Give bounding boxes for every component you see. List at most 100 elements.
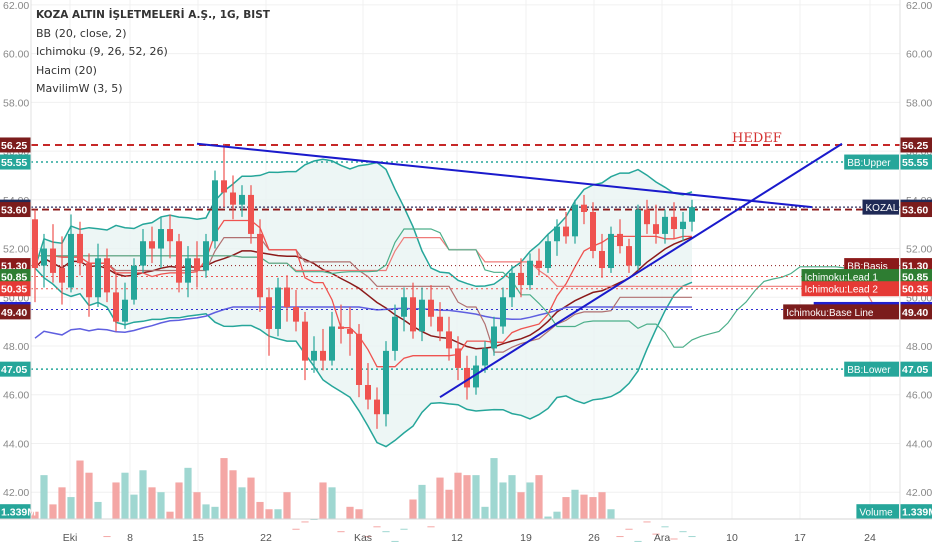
volume-bar	[130, 494, 138, 519]
candle-body	[185, 258, 191, 283]
target-annotation: HEDEF	[732, 131, 782, 146]
volume-bar	[625, 528, 633, 530]
volume-bar	[121, 472, 129, 519]
candle-body	[446, 331, 452, 349]
left-axis-tick: 60.00	[3, 49, 29, 61]
series-tag-bg	[801, 281, 899, 297]
candle-body	[221, 180, 227, 193]
volume-bar	[31, 511, 39, 519]
volume-bar	[40, 475, 48, 519]
right-tag-kijun: 49.40 Ichimoku:Base Line	[783, 304, 932, 320]
left-tag-bg	[0, 304, 31, 320]
volume-bar	[157, 492, 165, 519]
time-axis-tick: 10	[726, 532, 738, 544]
bb-basis-line	[34, 236, 693, 350]
time-axis-tick: 26	[588, 532, 600, 544]
volume-bar	[112, 482, 120, 519]
left-tag-bg	[0, 504, 31, 520]
candle-body	[149, 241, 155, 249]
volume-bar	[355, 509, 363, 519]
candle-body	[50, 248, 56, 273]
candle-body	[239, 194, 245, 205]
indicator-mavilim[interactable]: MavilimW (3, 5)	[36, 82, 123, 95]
candle-body	[509, 272, 515, 298]
candle-body	[563, 226, 569, 237]
volume-bar	[598, 492, 606, 519]
candle-body	[536, 260, 542, 269]
right-tag-bblower: 47.05 BB:Lower	[844, 361, 932, 377]
time-axis-tick: Kas	[354, 532, 372, 544]
price-tag-bg	[900, 504, 932, 520]
volume-bar	[508, 475, 516, 519]
ichimoku-conversion-line	[35, 219, 692, 368]
volume-bar	[256, 501, 264, 519]
series-tag-name: Ichimoku:Lead 2	[805, 285, 879, 296]
price-tag-bg	[900, 269, 932, 285]
indicator-bb[interactable]: BB (20, close, 2)	[36, 26, 127, 40]
volume-bar	[562, 497, 570, 519]
right-axis-tick: 60.00	[906, 49, 932, 61]
right-tag-lead1: 50.85 Ichimoku:Lead 1	[801, 269, 932, 285]
indicator-volume[interactable]: Hacim (20)	[36, 63, 97, 77]
left-axis-tick: 62.00	[3, 0, 29, 12]
candle-body	[167, 229, 173, 242]
volume-bar	[292, 528, 300, 530]
left-tag-kijun: 49.40	[0, 304, 31, 320]
volume-bar	[265, 509, 273, 519]
candle-body	[455, 348, 461, 368]
candle-body	[428, 299, 434, 317]
candle-body	[275, 287, 281, 329]
series-tag-bg	[862, 199, 899, 215]
left-tag-bg	[0, 361, 31, 377]
candle-body	[338, 326, 344, 329]
left-tag-value: 53.60	[1, 205, 27, 217]
indicator-ichimoku[interactable]: Ichimoku (9, 26, 52, 26)	[36, 45, 168, 58]
left-tag-value: 50.85	[1, 272, 27, 284]
price-tag-value: 50.85	[902, 272, 928, 284]
series-tag-bg	[856, 504, 899, 520]
ichimoku-base-line	[35, 237, 692, 353]
volume-bar	[391, 540, 399, 542]
left-tag-bg	[0, 202, 31, 218]
volume-bar	[652, 533, 660, 535]
bb-fill	[35, 159, 692, 447]
candle-body	[473, 365, 479, 388]
candle-body	[176, 241, 182, 283]
volume-bar	[688, 536, 696, 538]
price-tag-value: 50.35	[902, 284, 928, 296]
volume-bar	[328, 487, 336, 519]
candle-body	[527, 260, 533, 286]
volume-bar	[472, 475, 480, 519]
price-tag-value: 47.05	[902, 364, 928, 376]
candle-body	[86, 263, 92, 298]
volume-bar	[382, 531, 390, 533]
time-axis-tick: 19	[520, 532, 532, 544]
left-axis-tick: 46.00	[3, 390, 29, 402]
volume-bar	[544, 516, 552, 519]
left-tag-value: 56.25	[1, 140, 27, 152]
time-axis-tick: 15	[192, 532, 204, 544]
candle-body	[419, 299, 425, 332]
candle-body	[347, 328, 353, 334]
series-tag-name: Volume	[859, 508, 893, 519]
right-axis-tick: 44.00	[906, 438, 932, 450]
right-axis-tick: 52.00	[906, 244, 932, 256]
volume-bar	[679, 531, 687, 533]
right-tag-lead2: 50.35 Ichimoku:Lead 2	[801, 281, 932, 297]
candle-body	[518, 272, 524, 286]
right-tag-target: 56.25	[900, 137, 932, 153]
right-axis-tick: 42.00	[906, 487, 932, 499]
symbol-title[interactable]: KOZA ALTIN İŞLETMELERİ A.Ş., 1G, BIST	[36, 9, 270, 21]
series-tag-name: Ichimoku:Lead 1	[805, 273, 879, 284]
candle-body	[491, 326, 497, 349]
volume-bar	[175, 482, 183, 519]
candle-body	[257, 233, 263, 298]
time-axis-tick: 12	[451, 532, 463, 544]
volume-bar	[319, 482, 327, 519]
price-tag-value: 53.60	[902, 205, 928, 217]
left-tag-bblower: 47.05	[0, 361, 31, 377]
candle-body	[59, 268, 65, 283]
left-tag-value: 1.339M	[1, 507, 36, 519]
volume-bar	[454, 472, 462, 519]
